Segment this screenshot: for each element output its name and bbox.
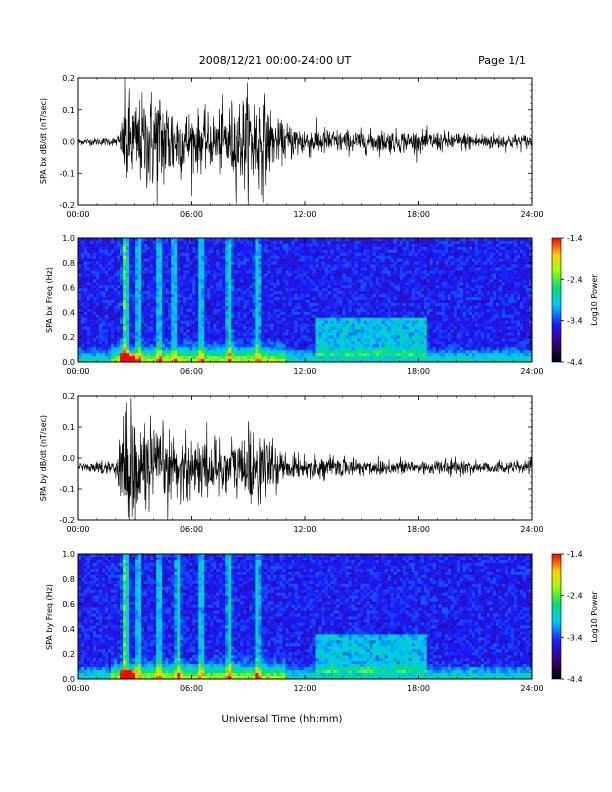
bx-spectrogram-image: [78, 238, 533, 363]
x-tick-label: 12:00: [293, 525, 316, 534]
bx-spectrogram-ylabel: SPA bx Freq (Hz): [45, 267, 54, 333]
by-dbdt-ylabel: SPA by dB/dt (nT/sec): [39, 415, 48, 501]
panel-bx-dbdt: 00:00 06:00 12:00 18:00 24:00 0.2 0.1 0.0 -0.1 -0…: [39, 74, 544, 219]
x-tick-label: 24:00: [520, 684, 543, 693]
bx-dbdt-trace: [77, 77, 533, 206]
by-spectrogram-image: [78, 554, 533, 680]
x-tick-label: 00:00: [66, 210, 89, 219]
panel-bx-spectrogram: 00:00 06:00 12:00 18:00 24:00 1.0 0.8 0.6 0.4 0.2…: [45, 234, 599, 376]
x-axis-label: Universal Time (hh:mm): [222, 714, 343, 725]
colorbar-tick-label: -3.4: [567, 317, 583, 326]
x-tick-label: 18:00: [407, 367, 430, 376]
x-tick-label: 06:00: [180, 525, 203, 534]
bx-dbdt-ticks: 00:00 06:00 12:00 18:00 24:00 0.2 0.1 0.0 -0.1 -0…: [59, 74, 543, 219]
bx-colorbar-label: Log10 Power: [590, 274, 599, 326]
x-tick-label: 06:00: [180, 367, 203, 376]
y-tick-label: 0.0: [62, 138, 75, 147]
y-tick-label: 0.2: [62, 74, 75, 83]
y-tick-label: -0.1: [59, 485, 75, 494]
y-tick-label: -0.2: [59, 516, 75, 525]
dbdt-series-line: [77, 77, 533, 206]
colorbar-tick-label: -4.4: [567, 358, 583, 367]
colorbar-tick-label: -2.4: [567, 275, 583, 284]
x-tick-label: 24:00: [520, 367, 543, 376]
x-tick-label: 18:00: [407, 684, 430, 693]
x-tick-label: 00:00: [66, 525, 89, 534]
bx-spectrogram-ticks: 00:00 06:00 12:00 18:00 24:00 1.0 0.8 0.6 0.4 0.2…: [62, 234, 543, 376]
y-tick-label: 0.6: [62, 600, 75, 609]
y-tick-label: 0.4: [62, 625, 75, 634]
y-tick-label: -0.2: [59, 201, 75, 210]
x-tick-label: 06:00: [180, 210, 203, 219]
x-tick-label: 12:00: [293, 367, 316, 376]
y-tick-label: 0.0: [62, 454, 75, 463]
x-tick-label: 18:00: [407, 210, 430, 219]
colorbar-tick-label: -1.4: [567, 550, 583, 559]
y-tick-label: 0.2: [62, 333, 75, 342]
colorbar-tick-label: -4.4: [567, 675, 583, 684]
x-tick-label: 00:00: [66, 684, 89, 693]
panel-by-dbdt: 00:00 06:00 12:00 18:00 24:00 0.2 0.1 0.0 -0.1 -0…: [39, 392, 544, 534]
bx-dbdt-ylabel: SPA bx dB/dt (nT/sec): [39, 98, 48, 184]
colorbar-tick-label: -1.4: [567, 234, 583, 243]
y-tick-label: -0.1: [59, 169, 75, 178]
bx-colorbar: -1.4 -2.4 -3.4 -4.4 Log10 Power: [551, 234, 599, 367]
y-tick-label: 0.0: [62, 358, 75, 367]
by-dbdt-trace: [77, 397, 533, 521]
y-tick-label: 1.0: [62, 234, 75, 243]
x-tick-label: 12:00: [293, 210, 316, 219]
y-tick-label: 0.2: [62, 650, 75, 659]
page-number: Page 1/1: [478, 54, 526, 67]
by-colorbar-label: Log10 Power: [590, 591, 599, 643]
x-tick-label: 12:00: [293, 684, 316, 693]
dbdt-series-line: [77, 397, 533, 521]
by-spectrogram-ticks: 00:00 06:00 12:00 18:00 24:00 1.0 0.8 0.6 0.4 0.2…: [62, 550, 543, 693]
x-tick-label: 24:00: [520, 525, 543, 534]
x-tick-label: 06:00: [180, 684, 203, 693]
y-tick-label: 0.1: [62, 423, 75, 432]
y-tick-label: 0.8: [62, 259, 75, 268]
date-range-title: 2008/12/21 00:00-24:00 UT: [199, 54, 352, 67]
y-tick-label: 0.8: [62, 575, 75, 584]
y-tick-label: 0.4: [62, 308, 75, 317]
y-tick-label: 0.6: [62, 284, 75, 293]
x-tick-label: 00:00: [66, 367, 89, 376]
x-tick-label: 18:00: [407, 525, 430, 534]
y-tick-label: 0.0: [62, 675, 75, 684]
by-dbdt-ticks: 00:00 06:00 12:00 18:00 24:00 0.2 0.1 0.0 -0.1 -0…: [59, 392, 543, 534]
y-tick-label: 0.1: [62, 106, 75, 115]
y-tick-label: 0.2: [62, 392, 75, 401]
x-tick-label: 24:00: [520, 210, 543, 219]
colorbar-tick-label: -2.4: [567, 592, 583, 601]
panel-by-spectrogram: 00:00 06:00 12:00 18:00 24:00 1.0 0.8 0.6 0.4 0.2…: [45, 550, 599, 693]
by-colorbar: -1.4 -2.4 -3.4 -4.4 Log10 Power: [551, 550, 599, 684]
y-tick-label: 1.0: [62, 550, 75, 559]
colorbar-tick-label: -3.4: [567, 633, 583, 642]
by-spectrogram-ylabel: SPA by Freq (Hz): [45, 584, 54, 650]
